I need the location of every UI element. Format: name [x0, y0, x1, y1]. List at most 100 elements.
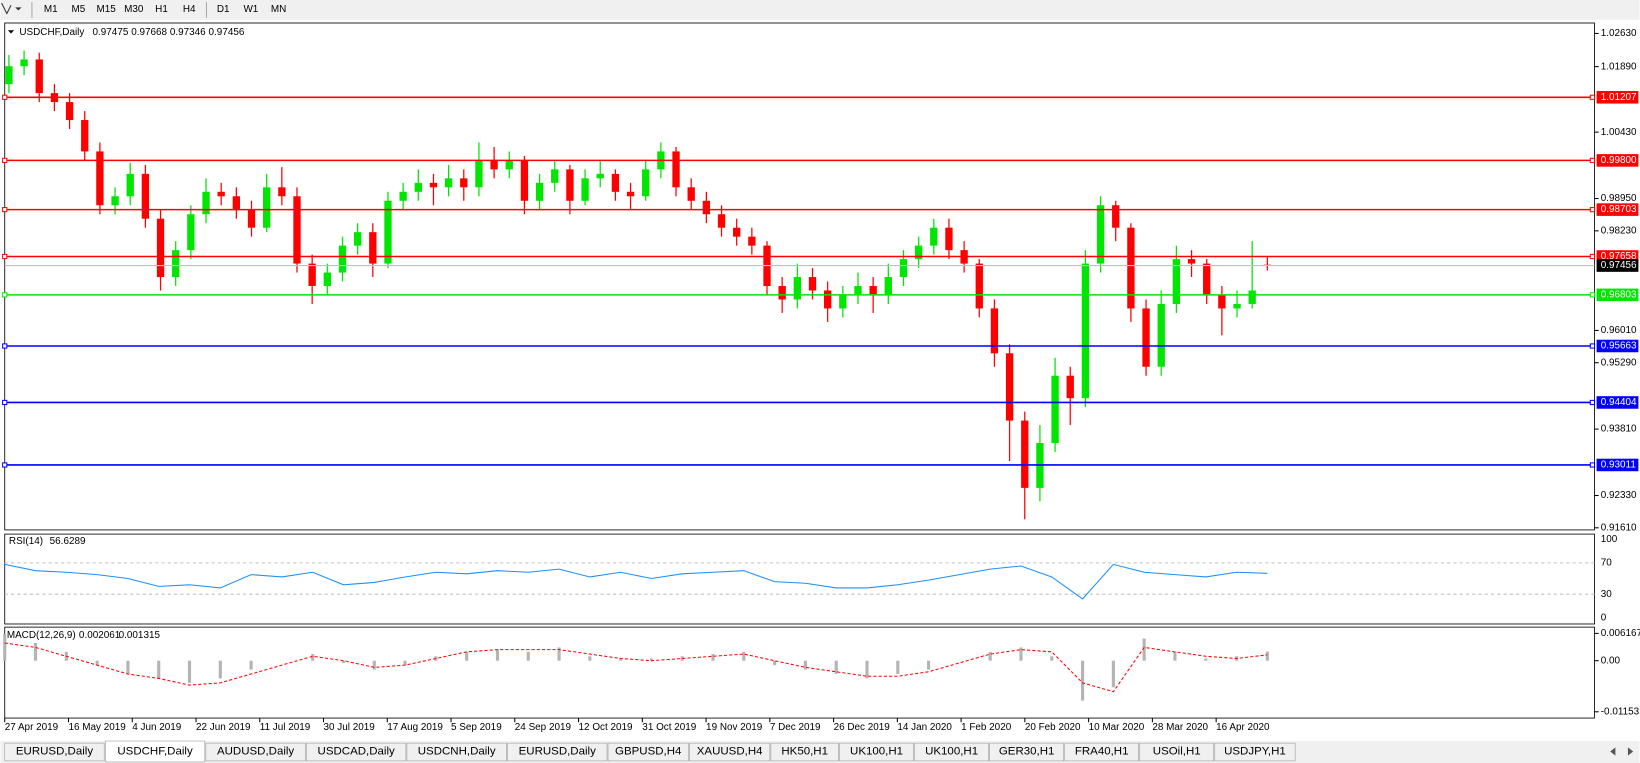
timeframe-button[interactable]: M1 [44, 4, 58, 15]
tab-label[interactable]: EURUSD,Daily [519, 746, 596, 758]
macd-bar [1173, 651, 1177, 661]
candle-body [187, 214, 195, 251]
level-label: 0.99800 [1601, 155, 1637, 166]
candle-body [308, 263, 316, 287]
macd-bar [3, 634, 7, 661]
tab-label[interactable]: AUDUSD,Daily [217, 746, 294, 758]
timeframe-button[interactable]: M30 [124, 4, 144, 15]
candle-body [823, 290, 832, 309]
y-tick-label: 0.96010 [1601, 325, 1637, 336]
candle-body [914, 245, 923, 260]
tab[interactable] [770, 742, 839, 762]
tab[interactable] [507, 742, 608, 762]
candle-body [672, 151, 680, 188]
timeframe-button[interactable]: M15 [96, 4, 116, 15]
tab-label[interactable]: GBPUSD,H4 [615, 746, 682, 758]
candle-body [202, 191, 210, 215]
macd-bar [95, 660, 99, 666]
scroll-arrow[interactable] [1627, 747, 1634, 756]
tab[interactable] [306, 742, 407, 762]
tab[interactable] [205, 742, 306, 762]
chart-area [0, 19, 1640, 742]
macd-bar [1265, 651, 1269, 661]
tab[interactable] [607, 742, 689, 762]
macd-bar [126, 660, 130, 674]
macd-bar [157, 660, 161, 679]
candle-body [278, 187, 286, 197]
tab-label[interactable]: FRA40,H1 [1075, 746, 1129, 758]
rsi-tick-label: 30 [1601, 589, 1613, 600]
candle-body [1127, 227, 1135, 309]
candle-body [247, 209, 256, 228]
timeframe-button[interactable]: D1 [217, 4, 230, 15]
candle-body [899, 259, 908, 278]
tab[interactable] [839, 742, 914, 762]
tab-label[interactable]: EURUSD,Daily [16, 746, 93, 758]
tab[interactable] [406, 742, 507, 762]
timeframe-button[interactable]: H1 [155, 4, 168, 15]
rsi-tick-label: 70 [1601, 557, 1613, 568]
macd-bar [834, 660, 838, 674]
candle-body [1051, 375, 1059, 444]
y-tick-label: 0.98230 [1601, 225, 1637, 236]
macd-signal [4, 642, 1268, 693]
date-label: 19 Nov 2019 [706, 722, 763, 733]
tab[interactable] [4, 742, 105, 762]
candle-body [353, 232, 362, 246]
candle-body [1187, 259, 1196, 264]
tab[interactable] [914, 742, 989, 762]
level-handle [1589, 94, 1596, 100]
candle-body [460, 178, 468, 188]
y-tick-label: 1.02630 [1601, 28, 1637, 39]
scroll-arrow[interactable] [1610, 747, 1616, 756]
current-price-label: 0.97456 [1601, 260, 1637, 271]
tab[interactable] [1064, 742, 1139, 762]
level-handle [2, 253, 8, 260]
candle-body [1203, 263, 1211, 295]
macd-bar [1081, 660, 1085, 701]
tab-label[interactable]: XAUUSD,H4 [697, 746, 763, 758]
candle-body [96, 151, 104, 206]
tab[interactable] [104, 740, 206, 763]
rsi-tick-label: 0 [1601, 612, 1607, 623]
timeframe-button[interactable]: MN [271, 4, 286, 15]
tab-label[interactable]: USDCNH,Daily [418, 746, 496, 758]
tab-label[interactable]: USDCHF,Daily [117, 746, 193, 758]
candle-body [65, 102, 74, 121]
tab-label[interactable]: USDJPY,H1 [1224, 746, 1286, 758]
tab-label[interactable]: USOil,H1 [1153, 746, 1201, 758]
tab-label[interactable]: GER30,H1 [999, 746, 1055, 758]
tab[interactable] [989, 742, 1064, 762]
macd-bar [619, 658, 623, 661]
level-label-bg [1596, 91, 1639, 104]
tab-label[interactable]: UK100,H1 [925, 746, 978, 758]
macd-bar [403, 660, 407, 666]
tab[interactable] [1139, 742, 1215, 762]
current-price-bg [1596, 259, 1639, 272]
macd-bar [1111, 660, 1115, 688]
macd-value: 0.001315 [119, 630, 161, 641]
timeframe-button[interactable]: M5 [72, 4, 86, 15]
tab[interactable] [1214, 742, 1296, 762]
macd-bar [1204, 658, 1208, 661]
tab-label[interactable]: HK50,H1 [781, 746, 828, 758]
ohlc-value: 0.97475 [93, 27, 129, 38]
candle-body [126, 173, 134, 197]
timeframe-button[interactable]: H4 [183, 4, 196, 15]
timeframe-button[interactable]: W1 [243, 4, 258, 15]
macd-tick-label: 0.006167 [1601, 628, 1640, 639]
macd-bar [896, 660, 900, 674]
cursor-icon [1, 2, 12, 15]
candle-body [520, 160, 529, 201]
tab-label[interactable]: UK100,H1 [850, 746, 903, 758]
candle-body [399, 191, 407, 201]
candle-body [414, 182, 422, 192]
date-label: 7 Dec 2019 [770, 722, 821, 733]
tab-label[interactable]: USDCAD,Daily [318, 746, 395, 758]
candle-body [444, 178, 453, 188]
date-label: 26 Dec 2019 [834, 722, 891, 733]
candle-body [1248, 290, 1256, 304]
tab[interactable] [689, 742, 771, 762]
candle-body [429, 182, 438, 188]
